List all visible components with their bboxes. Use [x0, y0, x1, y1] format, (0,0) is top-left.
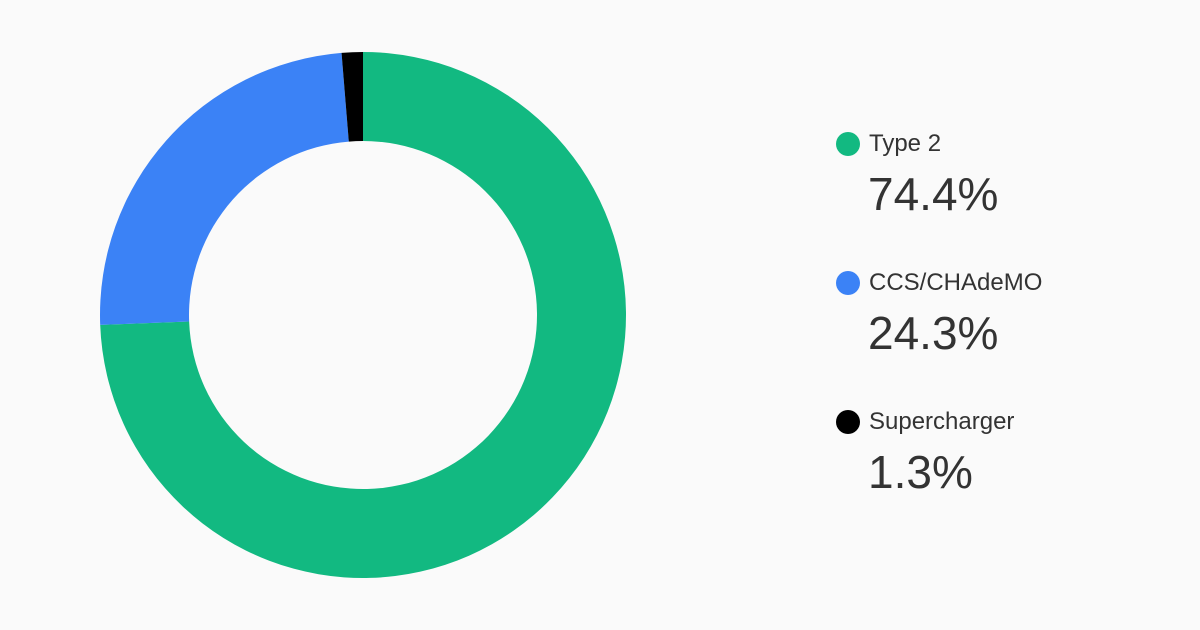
legend-label-ccs-chademo: CCS/CHAdeMO	[869, 269, 1043, 296]
legend-value-supercharger: 1.3%	[868, 446, 973, 498]
legend-value-ccs-chademo: 24.3%	[868, 307, 999, 359]
legend-swatch-supercharger	[836, 410, 860, 434]
donut-slice-type-2[interactable]	[100, 52, 626, 579]
legend-item-supercharger[interactable]: Supercharger 1.3%	[836, 406, 1176, 545]
legend-label-type-2: Type 2	[869, 130, 942, 157]
legend: Type 2 74.4% CCS/CHAdeMO 24.3% Superchar…	[836, 128, 1176, 545]
donut-slice-ccs-chademo[interactable]	[100, 52, 349, 325]
legend-item-type-2[interactable]: Type 2 74.4%	[836, 128, 1176, 267]
legend-value-type-2: 74.4%	[868, 168, 999, 220]
legend-swatch-ccs-chademo	[836, 271, 860, 295]
legend-swatch-type-2	[836, 132, 860, 156]
legend-label-supercharger: Supercharger	[869, 408, 1015, 435]
donut-slice-supercharger[interactable]	[341, 52, 363, 142]
legend-item-ccs-chademo[interactable]: CCS/CHAdeMO 24.3%	[836, 267, 1176, 406]
